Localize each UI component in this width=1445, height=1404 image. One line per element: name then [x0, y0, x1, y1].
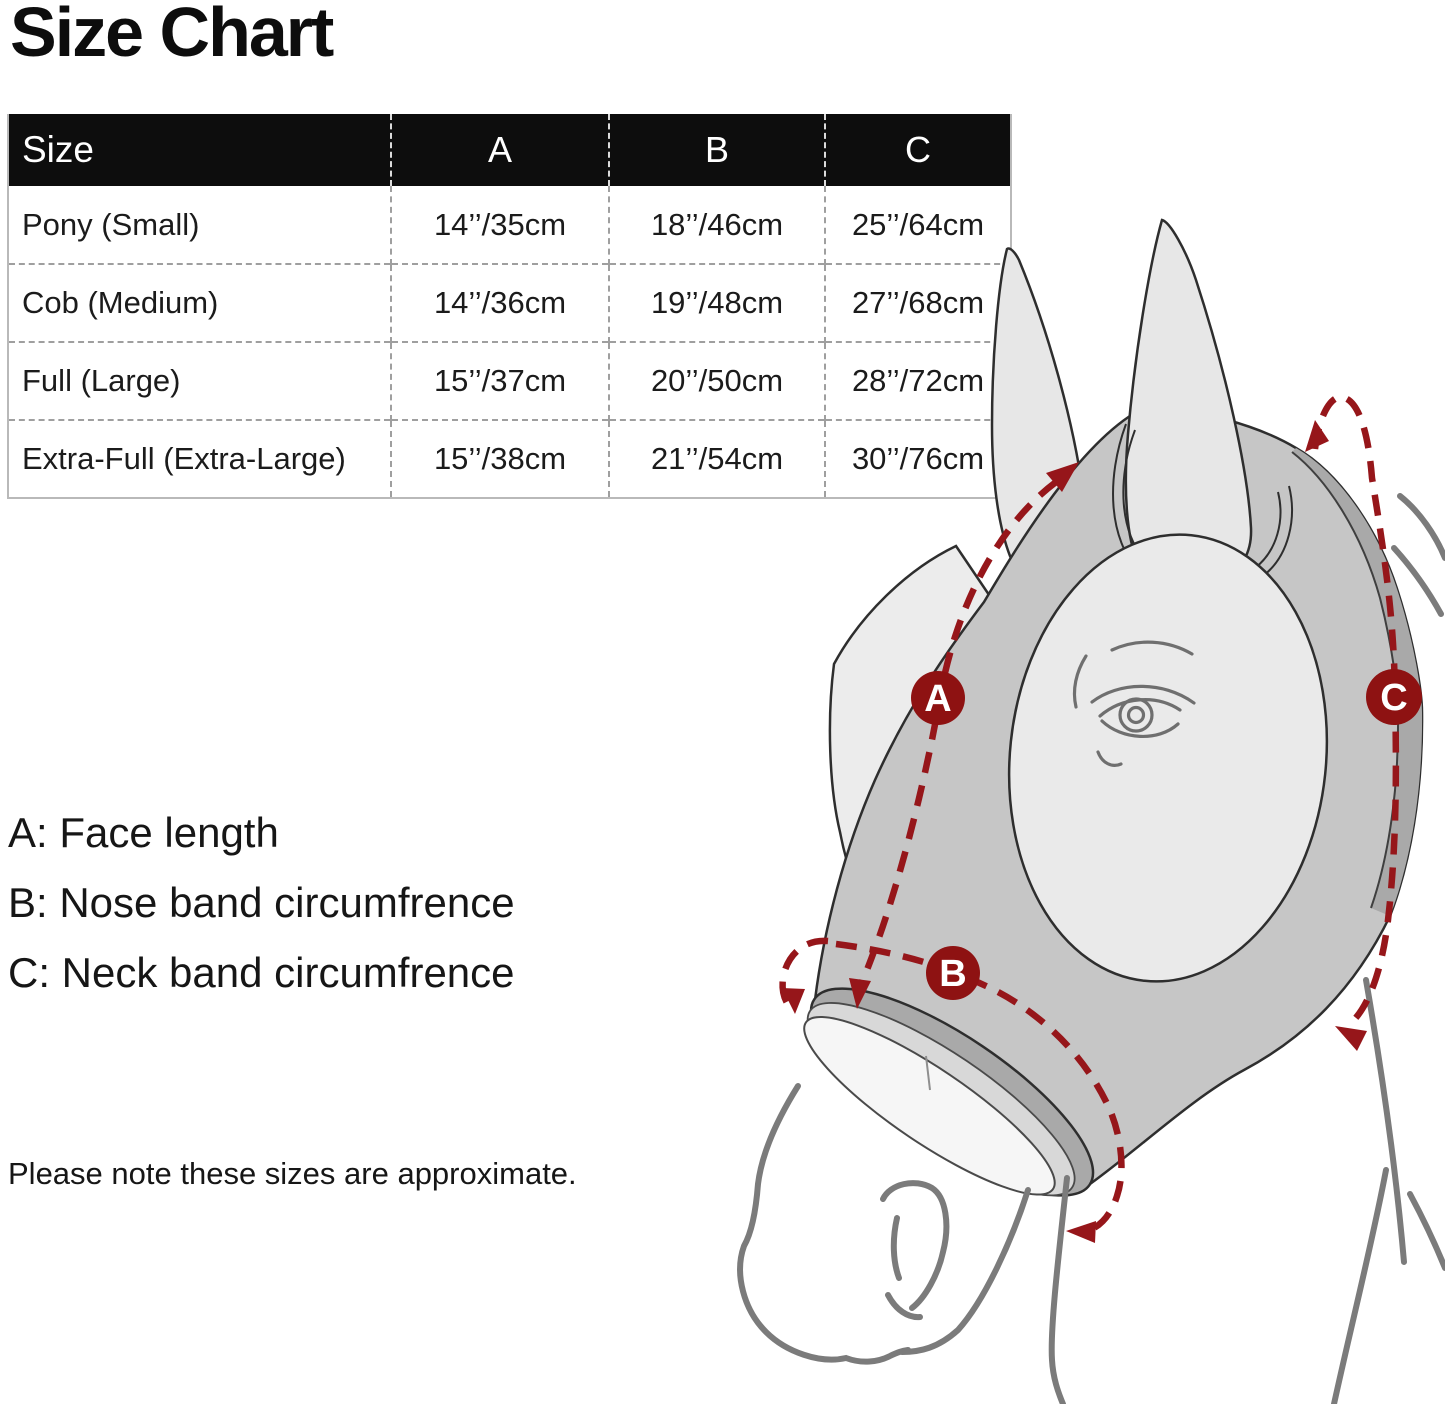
table-header-row: Size A B C: [8, 114, 1011, 186]
size-table: Size A B C Pony (Small) 14’’/35cm 18’’/4…: [7, 114, 1012, 499]
legend-item-a: A: Face length: [8, 809, 279, 856]
fabric-crease: [925, 1055, 931, 1091]
table-row-extra-full: Extra-Full (Extra-Large) 15’’/38cm 21’’/…: [8, 419, 1011, 498]
measure-label-b: B: [926, 946, 980, 1000]
cell-b: 18’’/46cm: [608, 186, 825, 264]
eye-mesh-panel: [1007, 533, 1329, 983]
measure-label-c: C: [1366, 669, 1422, 725]
cell-b: 19’’/48cm: [608, 263, 825, 342]
cell-size: Cob (Medium): [8, 263, 391, 342]
muzzle-outline: [737, 1083, 1070, 1404]
svg-text:C: C: [1380, 677, 1407, 719]
col-header-c: C: [824, 114, 1011, 186]
cell-c: 28’’/72cm: [824, 341, 1011, 420]
horse-cheek-shape: [828, 544, 1008, 964]
table-row-full: Full (Large) 15’’/37cm 20’’/50cm 28’’/72…: [8, 341, 1011, 420]
measure-arrow-b: [779, 937, 1125, 1243]
col-header-a: A: [390, 114, 609, 186]
horse-eye: [1072, 640, 1196, 767]
ear-hole-rim: [1112, 423, 1293, 596]
cell-size: Full (Large): [8, 341, 391, 420]
legend-item-c: C: Neck band circumfrence: [8, 949, 515, 996]
legend-item-b: B: Nose band circumfrence: [8, 879, 515, 926]
approximate-note: Please note these sizes are approximate.: [8, 1156, 577, 1191]
mane-lines: [1391, 493, 1445, 617]
neck-band-strip: [1291, 448, 1423, 916]
cell-b: 21’’/54cm: [608, 419, 825, 498]
table-row-pony: Pony (Small) 14’’/35cm 18’’/46cm 25’’/64…: [8, 186, 1011, 264]
cell-size: Pony (Small): [8, 186, 391, 264]
col-header-size: Size: [8, 114, 391, 186]
measure-label-a: A: [911, 671, 965, 725]
cell-a: 14’’/35cm: [390, 186, 609, 264]
cell-c: 25’’/64cm: [824, 186, 1011, 264]
svg-text:B: B: [939, 953, 966, 995]
cell-c: 30’’/76cm: [824, 419, 1011, 498]
svg-text:A: A: [924, 678, 951, 720]
measure-arrow-c: [1305, 393, 1400, 1051]
cell-c: 27’’/68cm: [824, 263, 1011, 342]
measurement-legend: A: Face length B: Nose band circumfrence…: [8, 798, 515, 1008]
cell-size: Extra-Full (Extra-Large): [8, 419, 391, 498]
nose-band: [803, 987, 1095, 1197]
cell-a: 15’’/38cm: [390, 419, 609, 498]
cell-a: 14’’/36cm: [390, 263, 609, 342]
page-title: Size Chart: [10, 0, 334, 71]
right-ear: [1124, 218, 1253, 584]
cell-a: 15’’/37cm: [390, 341, 609, 420]
col-header-b: B: [608, 114, 825, 186]
cell-b: 20’’/50cm: [608, 341, 825, 420]
measure-arrow-a: [849, 462, 1079, 1009]
table-row-cob: Cob (Medium) 14’’/36cm 19’’/48cm 27’’/68…: [8, 263, 1011, 342]
fly-mask-body: [813, 404, 1424, 1186]
neck-lines: [1331, 977, 1445, 1404]
